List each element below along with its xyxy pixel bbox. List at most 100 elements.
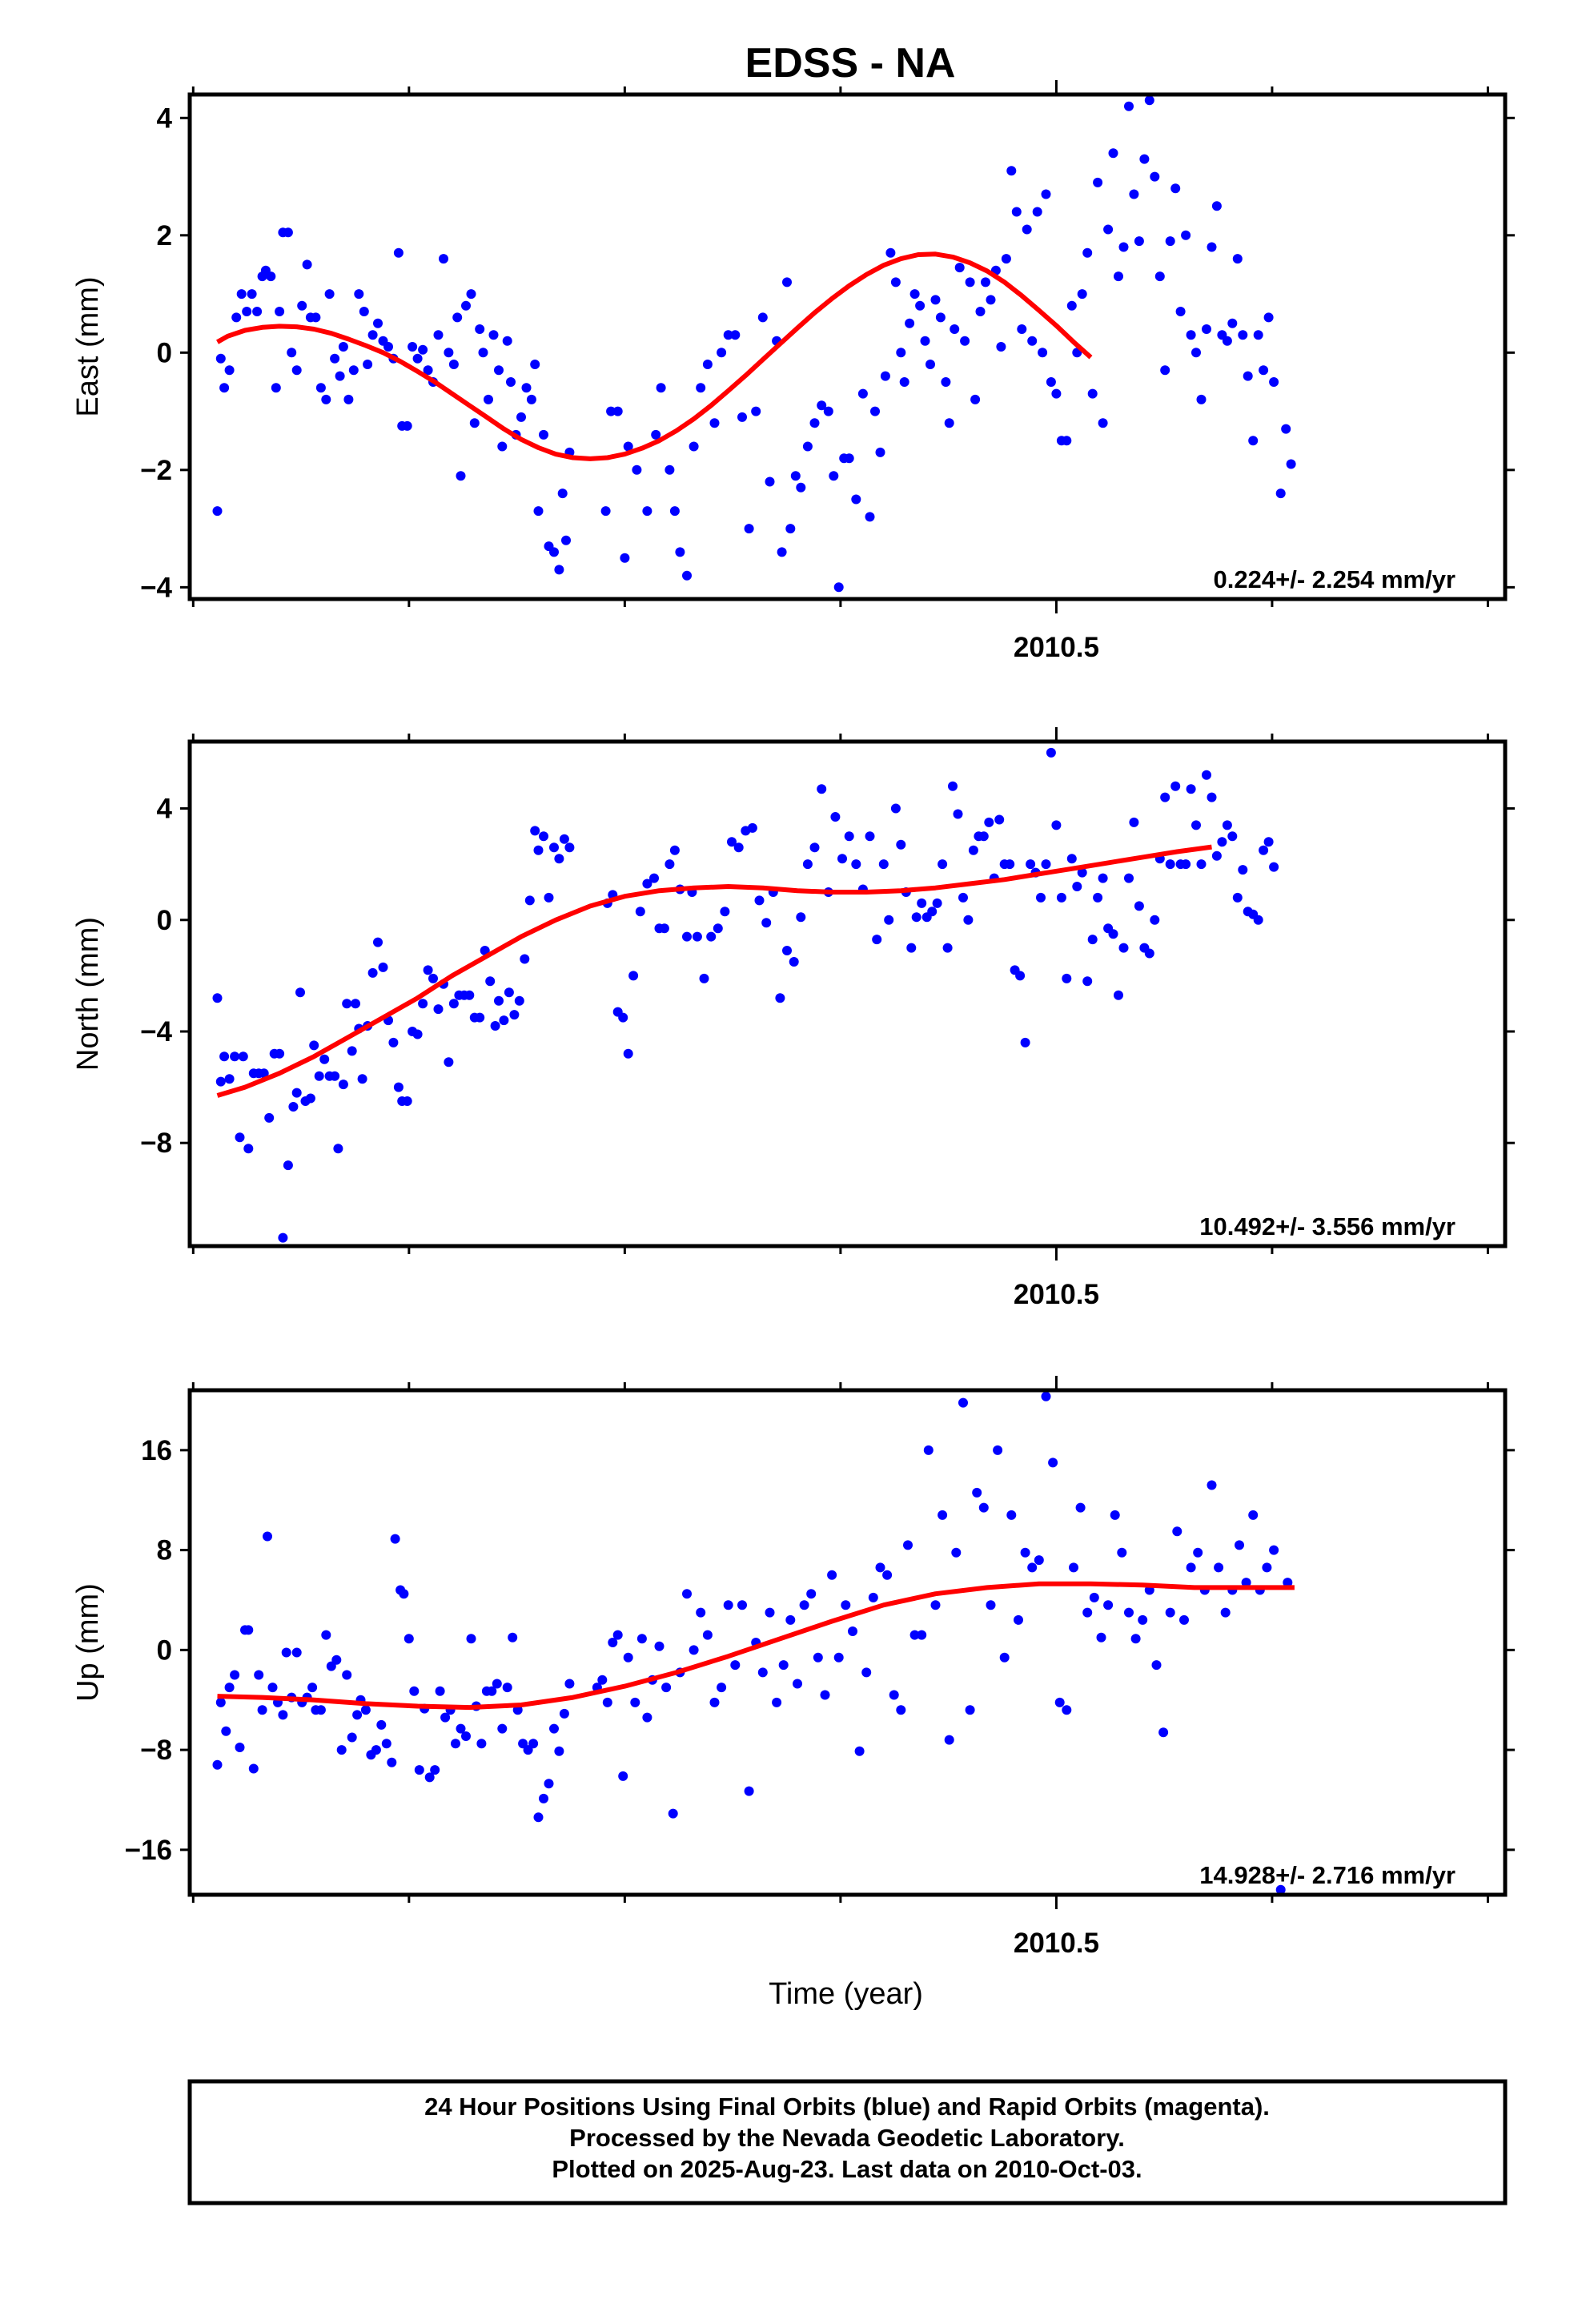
up-point-28 xyxy=(347,1732,357,1743)
up-point-107 xyxy=(820,1690,830,1700)
east-point-120 xyxy=(880,371,890,381)
east-point-117 xyxy=(865,512,875,522)
north-point-119 xyxy=(890,803,901,814)
north-point-158 xyxy=(1093,892,1103,903)
up-point-157 xyxy=(1165,1607,1175,1618)
east-point-79 xyxy=(620,553,630,563)
north-point-147 xyxy=(1036,892,1046,903)
north-point-50 xyxy=(448,999,459,1009)
north-point-190 xyxy=(1259,845,1269,855)
east-point-175 xyxy=(1160,365,1170,376)
east-point-36 xyxy=(383,342,393,352)
up-point-163 xyxy=(1207,1480,1217,1490)
east-point-47 xyxy=(439,254,448,264)
north-points xyxy=(212,747,1279,1243)
east-point-96 xyxy=(737,412,747,422)
east-point-42 xyxy=(412,353,423,364)
east-point-89 xyxy=(689,441,699,452)
east-point-188 xyxy=(1227,318,1238,328)
north-point-152 xyxy=(1062,973,1072,983)
east-point-133 xyxy=(944,418,954,428)
north-point-130 xyxy=(948,781,958,791)
up-point-161 xyxy=(1193,1547,1203,1558)
north-point-53 xyxy=(464,990,475,1000)
up-point-58 xyxy=(497,1723,508,1734)
east-ytick-label-4: 4 xyxy=(157,103,173,134)
up-point-102 xyxy=(785,1614,796,1625)
north-point-144 xyxy=(1020,1037,1030,1047)
east-point-69 xyxy=(539,429,548,440)
east-point-198 xyxy=(1281,424,1291,434)
east-point-151 xyxy=(1038,348,1048,358)
up-point-124 xyxy=(938,1510,948,1520)
up-point-136 xyxy=(1020,1547,1030,1558)
north-point-34 xyxy=(367,967,378,978)
up-point-131 xyxy=(986,1600,996,1610)
east-point-21 xyxy=(311,312,321,323)
up-point-94 xyxy=(730,1660,741,1671)
east-point-64 xyxy=(516,412,526,422)
east-point-138 xyxy=(970,394,981,404)
north-point-185 xyxy=(1232,892,1243,903)
north-point-1 xyxy=(215,1076,226,1087)
east-point-57 xyxy=(484,394,493,404)
east-point-148 xyxy=(1022,224,1032,235)
east-point-12 xyxy=(271,383,281,393)
east-point-13 xyxy=(275,307,285,316)
north-point-78 xyxy=(623,1048,633,1059)
north-point-112 xyxy=(844,831,854,842)
up-point-153 xyxy=(1138,1614,1148,1625)
east-point-156 xyxy=(1062,436,1072,446)
east-point-22 xyxy=(315,383,326,393)
east-point-195 xyxy=(1263,312,1274,323)
up-xlabel: Time (year) xyxy=(769,1977,923,2011)
north-point-29 xyxy=(347,1046,357,1056)
up-point-81 xyxy=(642,1712,652,1723)
east-point-60 xyxy=(497,441,508,452)
east-points xyxy=(212,95,1296,593)
up-point-15 xyxy=(281,1647,291,1658)
up-point-141 xyxy=(1054,1697,1065,1707)
north-point-66 xyxy=(530,826,540,836)
east-point-139 xyxy=(975,307,986,316)
east-point-81 xyxy=(632,464,642,475)
east-point-124 xyxy=(899,377,909,387)
east-rate-label: 0.224+/- 2.254 mm/yr xyxy=(1214,565,1456,593)
east-point-72 xyxy=(554,565,564,575)
up-point-59 xyxy=(502,1683,512,1693)
up-point-100 xyxy=(772,1697,782,1707)
up-point-31 xyxy=(360,1705,371,1715)
north-point-44 xyxy=(418,999,428,1009)
north-point-73 xyxy=(564,842,575,853)
east-point-1 xyxy=(215,353,226,364)
up-point-75 xyxy=(608,1638,618,1647)
up-point-129 xyxy=(972,1487,982,1498)
east-ticks: −4 −2 0 2 4 xyxy=(140,80,1515,613)
east-point-34 xyxy=(373,318,383,328)
east-point-103 xyxy=(782,277,792,287)
east-point-43 xyxy=(418,344,428,355)
east-point-24 xyxy=(324,289,335,300)
up-point-164 xyxy=(1214,1562,1224,1573)
up-point-156 xyxy=(1158,1727,1169,1738)
panel-east: −4 −2 0 2 4 East (mm) 0.224+/- 2.254 mm/yr 2… xyxy=(71,80,1515,663)
up-point-158 xyxy=(1172,1526,1182,1537)
north-fit-line xyxy=(216,844,1212,1098)
east-point-85 xyxy=(665,464,675,475)
up-point-140 xyxy=(1048,1458,1058,1468)
up-point-174 xyxy=(1283,1578,1293,1588)
up-point-52 xyxy=(466,1634,476,1644)
north-point-96 xyxy=(733,842,744,853)
east-point-150 xyxy=(1032,207,1042,217)
up-point-90 xyxy=(702,1630,713,1640)
east-point-180 xyxy=(1186,330,1196,340)
north-point-67 xyxy=(533,845,544,855)
north-point-60 xyxy=(499,1015,509,1026)
north-point-151 xyxy=(1056,892,1066,903)
up-point-152 xyxy=(1130,1634,1141,1644)
east-point-55 xyxy=(475,324,485,334)
north-point-99 xyxy=(754,895,765,906)
east-point-185 xyxy=(1211,201,1222,211)
east-point-94 xyxy=(723,330,733,340)
up-point-68 xyxy=(549,1723,559,1734)
